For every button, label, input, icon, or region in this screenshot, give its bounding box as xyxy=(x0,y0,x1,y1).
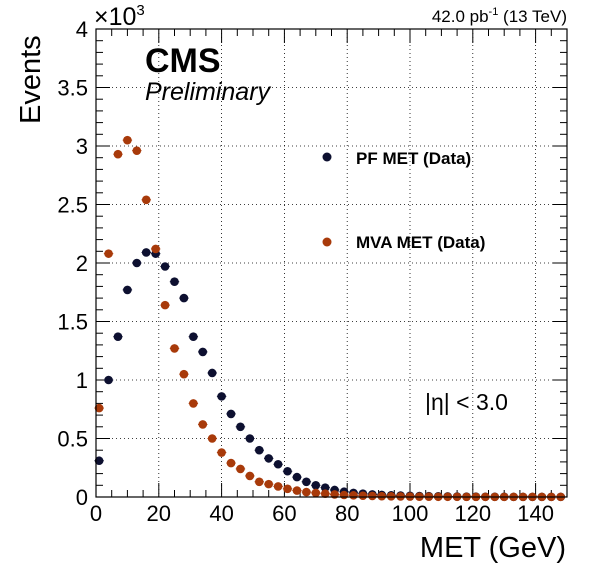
legend-mva-label: MVA MET (Data) xyxy=(356,233,485,252)
legend: PF MET (Data) MVA MET (Data) xyxy=(322,149,485,252)
x-tick-label: 60 xyxy=(272,501,296,526)
x-tick-label: 140 xyxy=(517,501,554,526)
data-point xyxy=(273,459,283,469)
data-point xyxy=(377,491,387,501)
data-point xyxy=(358,491,368,501)
data-point xyxy=(302,477,311,487)
plot-frame xyxy=(95,28,568,498)
data-point xyxy=(94,403,104,413)
data-point xyxy=(113,332,123,342)
x-tick-label: 120 xyxy=(454,501,491,526)
data-point xyxy=(123,135,132,145)
data-point xyxy=(207,368,217,378)
y-tick-label: 2 xyxy=(76,251,88,276)
data-point xyxy=(339,490,349,500)
grid-layer xyxy=(96,29,567,497)
data-point xyxy=(320,483,330,492)
cms-label: CMS xyxy=(145,42,221,80)
tick-layer xyxy=(95,28,568,498)
data-point xyxy=(245,471,255,481)
y-multiplier-exponent: 3 xyxy=(136,2,144,19)
y-tick-labels: 0 0.5 1 1.5 2 2.5 3 3.5 4 xyxy=(57,17,88,510)
data-point xyxy=(264,454,274,463)
data-point xyxy=(311,488,321,498)
y-tick-label: 3.5 xyxy=(57,76,88,101)
x-tick-labels: 0 20 40 60 80 100 120 140 xyxy=(90,501,554,526)
y-tick-label: 0 xyxy=(76,485,88,510)
data-point xyxy=(292,486,302,495)
data-point xyxy=(160,300,170,310)
data-point xyxy=(170,277,179,287)
x-tick-label: 0 xyxy=(90,501,102,526)
x-tick-label: 40 xyxy=(209,501,233,526)
data-point xyxy=(302,487,311,497)
data-point xyxy=(254,477,264,487)
data-point xyxy=(189,399,198,408)
data-point xyxy=(198,347,208,357)
legend-mva-marker xyxy=(322,237,332,247)
x-tick-label: 80 xyxy=(335,501,359,526)
data-point xyxy=(132,146,142,155)
data-point xyxy=(104,375,113,385)
data-point xyxy=(254,445,264,455)
lumi-value: 42.0 pb xyxy=(432,7,489,26)
legend-pf-label: PF MET (Data) xyxy=(356,149,471,168)
data-point xyxy=(368,491,377,501)
y-tick-label: 1.5 xyxy=(57,310,88,335)
y-multiplier: ×103 xyxy=(94,2,145,31)
data-point xyxy=(245,434,255,443)
data-point xyxy=(264,479,274,489)
data-point xyxy=(283,466,292,476)
data-point xyxy=(386,491,396,501)
y-tick-label: 0.5 xyxy=(57,427,88,452)
y-tick-label: 2.5 xyxy=(57,193,88,218)
data-point xyxy=(160,262,170,271)
data-point xyxy=(132,258,142,268)
data-point xyxy=(141,248,151,257)
x-axis-title: MET (GeV) xyxy=(420,532,566,564)
y-multiplier-base: ×10 xyxy=(94,3,136,31)
data-point xyxy=(189,332,198,342)
data-point xyxy=(141,195,151,205)
legend-pf-marker xyxy=(322,152,332,162)
data-point xyxy=(292,472,302,482)
y-tick-label: 3 xyxy=(76,134,88,159)
data-point xyxy=(207,434,217,443)
data-point xyxy=(236,422,245,432)
data-point xyxy=(123,285,132,295)
lumi-header: 42.0 pb-1 (13 TeV) xyxy=(432,6,567,26)
data-point xyxy=(198,420,208,429)
data-point xyxy=(179,369,189,379)
y-tick-label: 1 xyxy=(76,368,88,393)
data-point xyxy=(283,484,292,494)
y-axis-title: Events xyxy=(15,35,47,124)
lumi-exponent: -1 xyxy=(489,6,499,18)
x-tick-label: 100 xyxy=(392,501,429,526)
data-point xyxy=(226,409,236,419)
data-point xyxy=(217,392,226,401)
data-point xyxy=(349,491,358,500)
data-point xyxy=(94,456,104,466)
data-point xyxy=(273,482,283,491)
y-tick-label: 4 xyxy=(76,17,88,42)
data-point xyxy=(217,448,226,457)
data-point xyxy=(226,458,236,468)
energy-label: (13 TeV) xyxy=(498,7,567,26)
data-point xyxy=(236,464,245,474)
data-point xyxy=(311,481,321,490)
preliminary-label: Preliminary xyxy=(145,78,272,106)
data-point xyxy=(104,249,113,258)
eta-cut-label: |η| < 3.0 xyxy=(425,389,508,415)
data-point xyxy=(179,293,189,303)
x-tick-label: 20 xyxy=(147,501,171,526)
data-point xyxy=(151,244,160,254)
data-point xyxy=(170,344,179,353)
data-point xyxy=(320,489,330,499)
data-point xyxy=(113,149,123,159)
